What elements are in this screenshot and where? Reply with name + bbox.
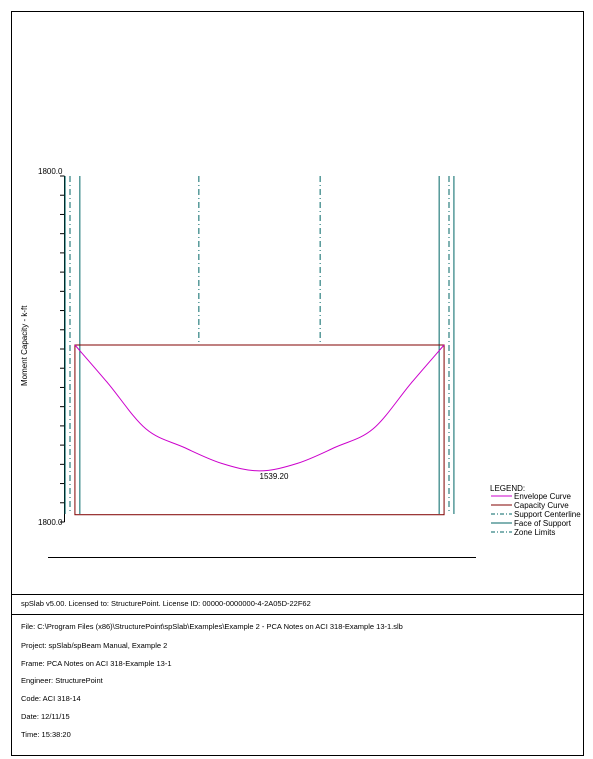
legend-title: LEGEND: xyxy=(490,484,525,493)
legend-item-label: Support Centerline xyxy=(514,510,581,519)
page-border xyxy=(11,11,584,756)
project-text: Project: spSlab/spBeam Manual, Example 2 xyxy=(21,641,168,650)
moment-capacity-chart: 1539.20 1800.0 1800.0 Moment Capacity - … xyxy=(20,167,581,537)
y-top-label: 1800.0 xyxy=(38,167,63,176)
engineer-text: Engineer: StructurePoint xyxy=(21,676,103,685)
code-text: Code: ACI 318-14 xyxy=(21,694,81,703)
date-text: Date: 12/11/15 xyxy=(21,712,70,721)
frame-text: Frame: PCA Notes on ACI 318-Example 13-1 xyxy=(21,659,172,668)
envelope-curve xyxy=(74,344,445,472)
envelope-min-annotation: 1539.20 xyxy=(260,472,289,481)
legend-item-label: Face of Support xyxy=(514,519,572,528)
y-bottom-label: 1800.0 xyxy=(38,518,63,527)
file-path-text: File: C:\Program Files (x86)\StructurePo… xyxy=(21,622,403,631)
legend-item-label: Capacity Curve xyxy=(514,501,569,510)
license-text: spSlab v5.00. Licensed to: StructurePoin… xyxy=(21,599,311,608)
y-axis-ticks xyxy=(60,175,65,523)
time-text: Time: 15:38:20 xyxy=(21,730,71,739)
legend-item-label: Envelope Curve xyxy=(514,492,571,501)
capacity-curve xyxy=(74,344,445,516)
y-axis-label: Moment Capacity - k-ft xyxy=(20,305,29,386)
legend-item-label: Zone Limits xyxy=(514,528,555,537)
